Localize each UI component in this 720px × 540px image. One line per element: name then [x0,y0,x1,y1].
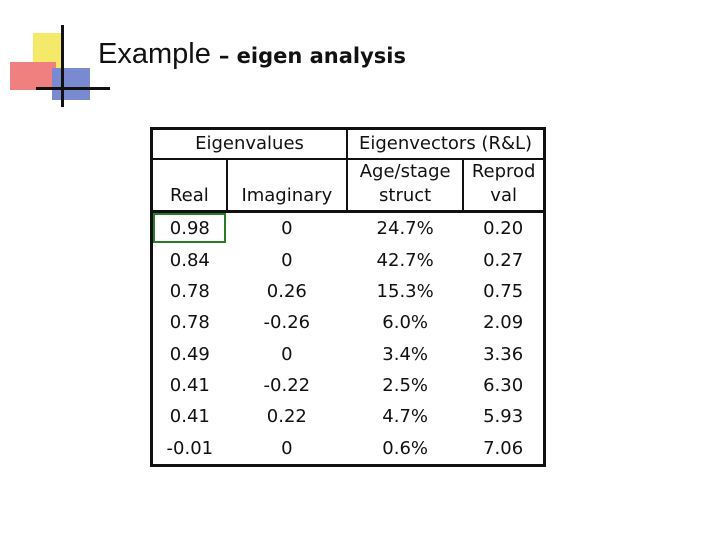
table-cell: 0.26 [266,280,307,302]
table-row: 0.78 -0.26 6.0% 2.09 [152,307,545,338]
deco-hline [36,87,110,90]
table-cell: 42.7% [376,249,434,271]
table-cell: 0.20 [483,218,524,240]
table-cell: 24.7% [376,218,434,240]
table-row: 0.41 -0.22 2.5% 6.30 [152,370,545,401]
column-header: Reprod val [462,159,545,213]
table-cell: 0.22 [266,406,307,428]
table-cell: -0.22 [263,374,311,396]
table-cell: 2.09 [483,312,524,334]
table-cell: 15.3% [376,280,434,302]
column-header: Imaginary [225,159,347,213]
group-header: Eigenvectors (R&L) [346,128,545,160]
table-cell: 0.78 [169,312,210,334]
group-header: Eigenvalues [151,128,347,160]
table-cell: 4.7% [382,406,428,428]
table-cell: 0.41 [169,374,210,396]
title: Example – eigen analysis [98,38,406,71]
table-cell: 3.4% [382,343,428,365]
table-cell: -0.26 [263,312,311,334]
table-cell: 0 [281,343,293,365]
table-row: 0.49 0 3.4% 3.36 [152,338,545,369]
table-cell: 0 [281,249,293,271]
table-cell: 0.27 [483,249,524,271]
table-cell: 0.78 [169,280,210,302]
table-cell: 5.93 [483,406,524,428]
table-cell: 6.0% [382,312,428,334]
table-cell: 6.30 [483,374,524,396]
table-cell: 0 [281,218,293,240]
table-row: -0.01 0 0.6% 7.06 [152,433,545,466]
table-cell: 0 [281,437,293,459]
title-sub: – eigen analysis [218,44,406,68]
column-header: Real [151,159,227,213]
table-cell: 0.49 [169,343,210,365]
table-cell: 0.6% [382,437,428,459]
title-main: Example [98,38,211,70]
table-row: 0.98 0 24.7% 0.20 [152,212,545,245]
table-row: 0.84 0 42.7% 0.27 [152,244,545,275]
deco-blue [52,68,90,100]
table-cell: -0.01 [166,437,214,459]
table-cell: 0.84 [169,249,210,271]
table-cell: 0.98 [152,212,227,245]
table-row: 0.78 0.26 15.3% 0.75 [152,276,545,307]
eigen-table: Eigenvalues Eigenvectors (R&L) Real Imag… [150,127,546,467]
table-body: 0.98 0 24.7% 0.20 0.84 0 42.7% 0.27 0.78 0.26 15.3… [152,212,545,466]
table-cell: 7.06 [483,437,524,459]
table-cell: 2.5% [382,374,428,396]
table-cell: 0.75 [483,280,524,302]
deco-vline [61,25,64,107]
column-header: Age/stage struct [345,159,464,213]
table-cell: 0.41 [169,406,210,428]
table-row: 0.41 0.22 4.7% 5.93 [152,401,545,432]
deco-red [10,62,56,90]
table-cell: 3.36 [483,343,524,365]
